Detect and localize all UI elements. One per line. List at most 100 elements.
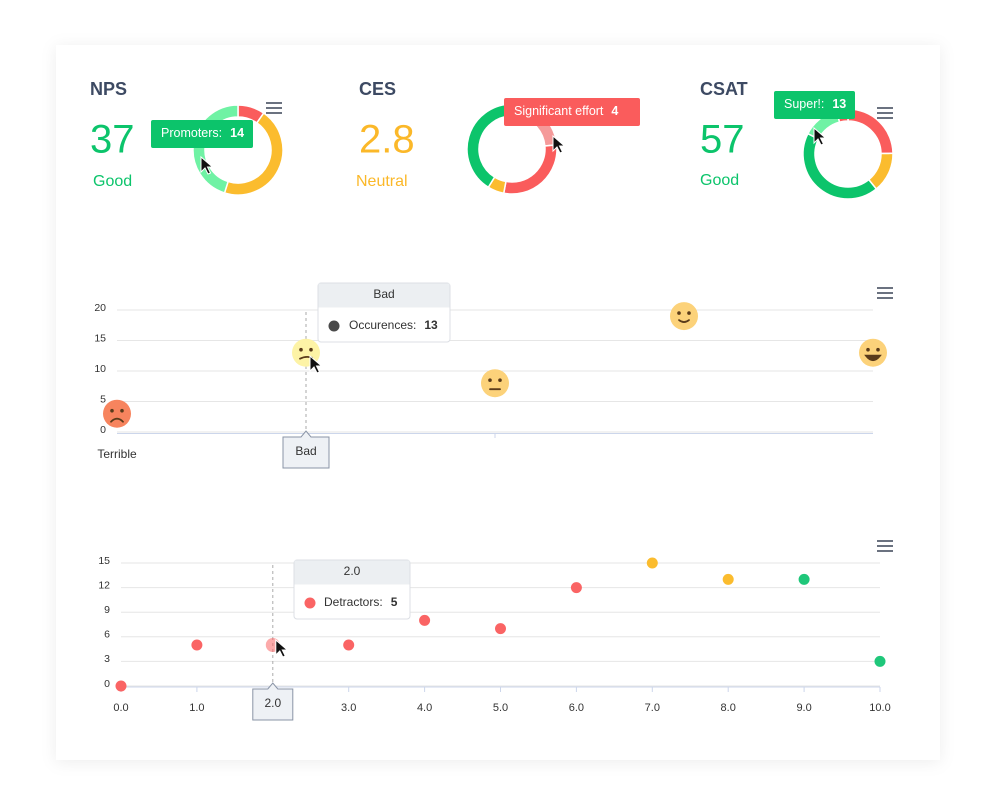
y-tick-label: 15 — [98, 555, 110, 567]
scatter-point[interactable] — [191, 639, 203, 651]
x-tick-label: 5.0 — [493, 702, 508, 714]
tooltip-value: 13 — [832, 97, 846, 111]
emoji-eye — [299, 347, 303, 352]
scatter-point[interactable] — [722, 573, 734, 585]
emoji-eye — [110, 408, 114, 413]
chart-menu-button[interactable] — [877, 540, 893, 552]
chart-menu-button[interactable] — [877, 107, 893, 119]
tooltip-box — [774, 91, 855, 119]
y-tick-label: 6 — [104, 629, 110, 641]
crosshair-label-box — [252, 682, 294, 721]
tooltip-label: Promoters: — [161, 126, 222, 140]
kpi-score: 2.8 — [359, 118, 415, 162]
x-tick-label: 7.0 — [645, 702, 660, 714]
x-tick-label: 8.0 — [721, 702, 736, 714]
emoji-point[interactable] — [481, 369, 509, 398]
scatter-point[interactable] — [874, 655, 886, 667]
emoji-point[interactable] — [670, 302, 698, 331]
tooltip-value: 5 — [391, 595, 398, 609]
scatter-point[interactable] — [419, 614, 431, 626]
emoji-point[interactable] — [859, 338, 887, 367]
tooltip-text: Detractors: 5 — [324, 595, 398, 609]
tooltip-label: Super!: — [784, 97, 824, 111]
x-tick-label: 0.0 — [113, 702, 128, 714]
menu-line — [877, 550, 893, 552]
x-tick-label: 10.0 — [869, 702, 890, 714]
chart-menu-button[interactable] — [266, 102, 282, 114]
kpi-title: NPS — [90, 79, 127, 99]
x-tick-label: 1.0 — [189, 702, 204, 714]
mouse-cursor — [813, 126, 827, 146]
emoji-mouth — [864, 354, 882, 362]
tooltip-header: Bad — [373, 287, 394, 301]
emoji-eye — [488, 378, 492, 382]
tooltip-label: Detractors: — [324, 595, 383, 609]
scatter-point[interactable] — [798, 573, 810, 585]
tooltip-label: Occurences: — [349, 318, 416, 332]
y-tick-label: 0 — [100, 424, 106, 436]
menu-line — [877, 292, 893, 294]
kpi-title: CES — [359, 79, 396, 99]
chart-menu-button[interactable] — [877, 287, 893, 299]
tooltip-text: Super!: 13 — [784, 97, 846, 111]
tooltip-marker — [328, 320, 340, 332]
y-tick-label: 9 — [104, 604, 110, 616]
y-tick-label: 10 — [94, 363, 106, 375]
emoji-face — [103, 399, 131, 428]
menu-line — [266, 107, 282, 109]
tooltip-box — [504, 98, 640, 126]
menu-line — [877, 540, 893, 542]
menu-line — [877, 287, 893, 289]
scatter-point[interactable] — [343, 639, 355, 651]
scatter-point[interactable] — [495, 623, 506, 635]
tooltip-value: 14 — [230, 126, 244, 140]
scatter-point[interactable] — [115, 680, 127, 692]
menu-line — [877, 107, 893, 109]
y-tick-label: 3 — [104, 653, 110, 665]
x-tick-label: 3.0 — [341, 702, 356, 714]
menu-line — [266, 112, 282, 114]
tooltip-value: 13 — [424, 318, 438, 332]
tooltip-header-bg — [294, 560, 410, 585]
emoji-point[interactable] — [103, 399, 131, 428]
x-tick-label: 9.0 — [796, 702, 811, 714]
emoji-eye — [866, 347, 870, 352]
menu-line — [877, 117, 893, 119]
emoji-eye — [677, 311, 681, 315]
crosshair-label: 2.0 — [264, 696, 281, 710]
tooltip-value: 4 — [611, 104, 618, 118]
emoji-eye — [498, 378, 502, 382]
mouse-cursor — [552, 134, 566, 154]
kpi-score: 57 — [700, 118, 745, 162]
crosshair-label: Bad — [295, 444, 316, 458]
tooltip-text: Occurences: 13 — [349, 318, 438, 332]
kpi-rating: Good — [700, 172, 739, 189]
emoji-eye — [309, 347, 313, 352]
y-tick-label: 12 — [98, 579, 110, 591]
emoji-mouth — [678, 319, 690, 323]
x-tick-label: 6.0 — [569, 702, 584, 714]
y-tick-label: 5 — [100, 393, 106, 405]
emoji-eye — [120, 408, 124, 413]
kpi-rating: Good — [93, 173, 132, 190]
menu-line — [877, 297, 893, 299]
mouse-cursor — [275, 638, 289, 658]
emoji-face — [670, 302, 698, 331]
emoji-mouth — [110, 417, 124, 423]
mouse-cursor — [200, 155, 214, 175]
scatter-point[interactable] — [570, 582, 582, 594]
emoji-face — [859, 338, 887, 367]
emoji-eye — [687, 311, 691, 315]
emoji-eye — [876, 347, 880, 352]
scatter-point[interactable] — [646, 557, 658, 569]
y-tick-label: 0 — [104, 678, 110, 690]
x-tick-label: 4.0 — [417, 702, 432, 714]
mouse-cursor — [309, 354, 323, 374]
menu-line — [877, 545, 893, 547]
tooltip-header: 2.0 — [344, 564, 361, 578]
kpi-title: CSAT — [700, 79, 748, 99]
tooltip-box — [151, 120, 253, 148]
tooltip-label: Significant effort — [514, 104, 604, 118]
tooltip-marker — [304, 597, 316, 609]
